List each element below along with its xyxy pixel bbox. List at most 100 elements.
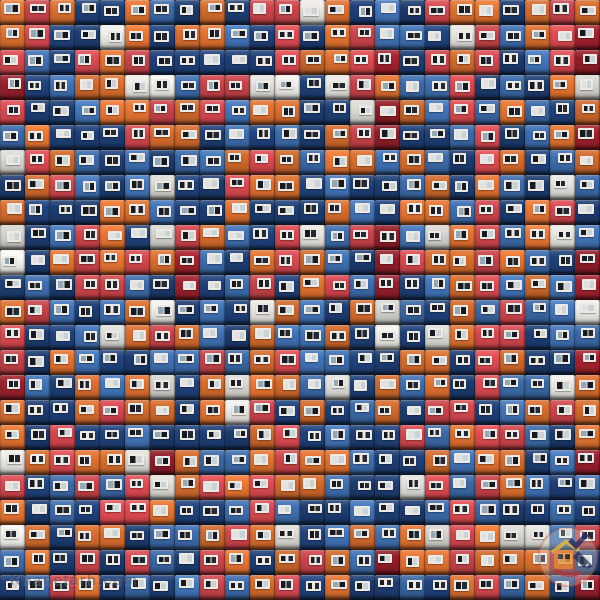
window — [130, 280, 144, 290]
window — [533, 303, 546, 312]
window — [78, 481, 94, 491]
window — [333, 129, 347, 138]
facade-panel — [150, 150, 175, 175]
window — [106, 105, 119, 115]
facade-panel — [0, 250, 25, 275]
window — [453, 153, 466, 164]
window — [380, 106, 396, 116]
window — [331, 555, 345, 566]
window — [382, 181, 397, 191]
facade-panel — [275, 100, 300, 125]
facade-panel — [175, 525, 200, 550]
facade-panel — [500, 200, 525, 225]
window — [28, 579, 44, 590]
facade-panel — [475, 550, 500, 575]
facade-panel — [425, 525, 450, 550]
facade-panel — [525, 150, 550, 175]
facade-panel — [150, 0, 175, 25]
window — [205, 130, 221, 140]
facade-panel — [75, 250, 100, 275]
window — [153, 505, 168, 516]
window — [229, 553, 243, 564]
window — [307, 153, 320, 163]
window — [479, 404, 492, 415]
window — [104, 528, 120, 538]
facade-panel — [0, 550, 25, 575]
facade-panel — [175, 300, 200, 325]
facade-panel — [325, 450, 350, 475]
facade-panel — [450, 550, 475, 575]
window — [78, 531, 91, 541]
facade-panel — [550, 175, 575, 200]
facade-panel — [575, 125, 600, 150]
window — [183, 29, 197, 40]
facade-panel — [225, 50, 250, 75]
facade-panel — [175, 0, 200, 25]
window — [582, 104, 595, 113]
facade-panel — [475, 375, 500, 400]
window — [128, 454, 144, 465]
window — [506, 31, 521, 41]
facade-panel — [150, 525, 175, 550]
facade-panel — [250, 425, 275, 450]
facade-panel — [525, 75, 550, 100]
facade-panel — [25, 500, 50, 525]
window — [506, 303, 522, 314]
facade-panel — [425, 75, 450, 100]
window — [80, 79, 93, 90]
facade-panel — [575, 25, 600, 50]
facade-panel — [250, 400, 275, 425]
window — [528, 55, 541, 64]
window — [103, 128, 118, 137]
facade-panel — [450, 125, 475, 150]
facade-panel — [50, 0, 75, 25]
facade-panel — [450, 150, 475, 175]
window — [155, 181, 171, 191]
window — [429, 481, 443, 490]
window — [206, 405, 220, 415]
window — [331, 81, 347, 90]
window — [453, 305, 468, 316]
window — [378, 406, 391, 415]
window — [406, 429, 422, 440]
facade-panel — [350, 75, 375, 100]
window — [256, 56, 272, 66]
window — [105, 55, 121, 66]
facade-panel — [0, 400, 25, 425]
window — [204, 555, 218, 565]
facade-panel — [425, 200, 450, 225]
window — [58, 428, 72, 437]
window — [29, 530, 45, 539]
window — [4, 556, 19, 567]
facade-panel — [400, 475, 425, 500]
window — [57, 528, 72, 537]
window — [230, 253, 243, 262]
window — [308, 431, 321, 441]
window — [56, 331, 70, 341]
window — [129, 254, 142, 263]
facade-panel — [200, 425, 225, 450]
window — [56, 129, 71, 138]
window — [503, 154, 518, 164]
facade-panel — [275, 75, 300, 100]
window — [534, 329, 547, 338]
window — [205, 353, 221, 364]
window — [379, 454, 392, 464]
facade-panel — [100, 100, 125, 125]
facade-panel — [0, 0, 25, 25]
facade-panel — [450, 225, 475, 250]
window — [53, 553, 67, 563]
window — [353, 230, 368, 239]
facade-panel — [500, 150, 525, 175]
facade-panel — [525, 525, 550, 550]
facade-panel — [0, 100, 25, 125]
window — [29, 28, 45, 39]
facade-panel — [325, 550, 350, 575]
facade-panel — [550, 425, 575, 450]
facade-panel — [100, 500, 125, 525]
window — [31, 228, 46, 238]
facade-panel — [375, 400, 400, 425]
facade-panel — [400, 100, 425, 125]
window — [428, 153, 443, 162]
facade-panel — [50, 525, 75, 550]
